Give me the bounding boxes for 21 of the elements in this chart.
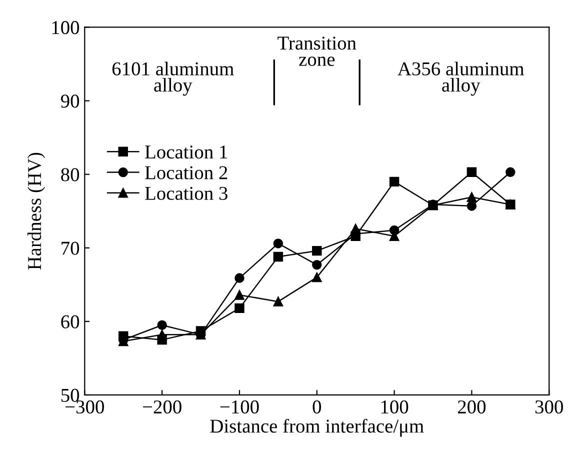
- x-tick-label: 200: [458, 400, 486, 414]
- annotation: A356 aluminum alloy: [398, 62, 524, 96]
- legend-label: Location 3: [145, 186, 228, 200]
- x-tick-label: 300: [535, 400, 563, 414]
- y-tick-label: 60: [61, 315, 80, 328]
- x-tick-label: −200: [142, 400, 182, 414]
- y-tick-label: 90: [60, 94, 80, 108]
- y-tick-label: 80: [61, 168, 80, 182]
- x-tick-label: 0: [312, 400, 322, 414]
- x-tick-label: −300: [66, 400, 104, 414]
- x-axis-title: Distance from interface/μm: [210, 418, 424, 437]
- x-tick-label: 100: [381, 400, 408, 414]
- y-tick-label: 100: [52, 21, 80, 34]
- x-tick-label: −100: [220, 400, 259, 414]
- legend-label: Location 2: [145, 166, 228, 180]
- y-axis-title: Hardness (HV): [27, 152, 46, 270]
- annotation: Transition zone: [278, 36, 356, 66]
- annotation: 6101 aluminum alloy: [112, 62, 234, 96]
- legend-label: Location 1: [145, 146, 228, 159]
- y-tick-label: 70: [62, 242, 80, 255]
- y-tick-label: 50: [61, 388, 80, 402]
